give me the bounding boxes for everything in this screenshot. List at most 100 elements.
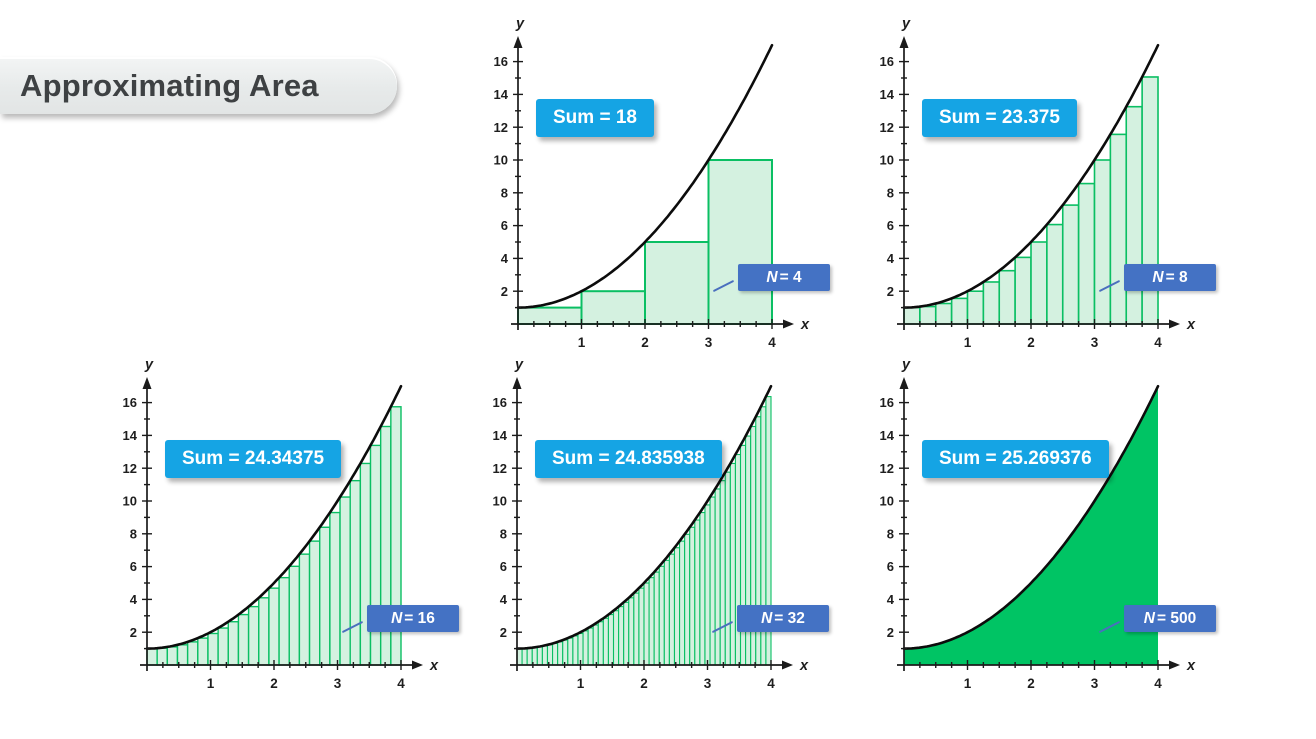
svg-text:12: 12	[493, 461, 507, 476]
svg-text:1: 1	[578, 335, 586, 350]
riemann-panel-n16: 2 4 6 8 10 12 14 16 1 2 3 4 y x Sum = 24.34375 N = 16	[97, 347, 477, 719]
svg-text:16: 16	[880, 395, 894, 410]
n-symbol: N	[1143, 610, 1155, 627]
n-symbol: N	[761, 610, 773, 627]
svg-text:1: 1	[577, 676, 585, 691]
svg-text:10: 10	[880, 153, 894, 168]
sum-badge: Sum = 25.269376	[922, 440, 1109, 478]
svg-text:y: y	[514, 357, 524, 373]
svg-text:x: x	[800, 317, 810, 333]
sum-badge: Sum = 18	[536, 99, 654, 137]
svg-text:6: 6	[501, 218, 508, 233]
svg-text:3: 3	[705, 335, 713, 350]
svg-text:14: 14	[493, 428, 508, 443]
n-value: = 500	[1156, 610, 1197, 627]
svg-text:16: 16	[494, 54, 508, 69]
svg-text:4: 4	[887, 251, 895, 266]
svg-text:16: 16	[493, 395, 507, 410]
svg-text:y: y	[515, 16, 525, 32]
svg-text:10: 10	[880, 494, 894, 509]
svg-text:14: 14	[123, 428, 138, 443]
svg-text:12: 12	[123, 461, 137, 476]
svg-text:6: 6	[500, 559, 507, 574]
sum-badge: Sum = 24.835938	[535, 440, 722, 478]
n-badge: N = 32	[737, 605, 829, 632]
svg-text:16: 16	[880, 54, 894, 69]
n-symbol: N	[391, 610, 403, 627]
svg-text:16: 16	[123, 395, 137, 410]
svg-text:8: 8	[887, 526, 894, 541]
n-badge: N = 500	[1124, 605, 1216, 632]
n-value: = 8	[1165, 269, 1188, 286]
svg-text:3: 3	[1091, 676, 1099, 691]
svg-text:10: 10	[123, 494, 137, 509]
svg-text:2: 2	[500, 625, 507, 640]
svg-text:y: y	[901, 357, 911, 373]
svg-text:8: 8	[887, 185, 894, 200]
svg-text:10: 10	[494, 153, 508, 168]
n-badge: N = 16	[367, 605, 459, 632]
svg-text:4: 4	[1154, 676, 1162, 691]
riemann-panel-n4: 2 4 6 8 10 12 14 16 1 2 3 4 y x Sum = 18 N = 4	[468, 6, 848, 378]
riemann-panel-n32: 2 4 6 8 10 12 14 16 1 2 3 4 y x Sum = 24.835938 N = 32	[467, 347, 847, 719]
n-symbol: N	[1152, 269, 1164, 286]
page-title: Approximating Area	[20, 67, 319, 103]
svg-text:4: 4	[501, 251, 509, 266]
svg-text:4: 4	[1154, 335, 1162, 350]
svg-text:12: 12	[880, 120, 894, 135]
svg-text:2: 2	[640, 676, 648, 691]
svg-text:y: y	[144, 357, 154, 373]
n-value: = 16	[404, 610, 435, 627]
svg-text:x: x	[1186, 317, 1196, 333]
svg-text:6: 6	[887, 218, 894, 233]
svg-text:4: 4	[767, 676, 775, 691]
svg-text:2: 2	[887, 284, 894, 299]
svg-text:4: 4	[500, 592, 508, 607]
svg-text:2: 2	[1027, 676, 1035, 691]
svg-text:1: 1	[207, 676, 215, 691]
svg-text:6: 6	[130, 559, 137, 574]
svg-text:x: x	[799, 658, 809, 674]
svg-text:14: 14	[880, 87, 895, 102]
sum-badge: Sum = 23.375	[922, 99, 1077, 137]
svg-text:12: 12	[880, 461, 894, 476]
svg-text:8: 8	[501, 185, 508, 200]
svg-text:1: 1	[964, 335, 972, 350]
svg-text:8: 8	[130, 526, 137, 541]
n-value: = 32	[774, 610, 805, 627]
svg-text:14: 14	[880, 428, 895, 443]
svg-text:3: 3	[1091, 335, 1099, 350]
riemann-panel-n8: 2 4 6 8 10 12 14 16 1 2 3 4 y x Sum = 23.375 N = 8	[854, 6, 1234, 378]
riemann-panel-n500: 2 4 6 8 10 12 14 16 1 2 3 4 y x Sum = 25.269376 N = 50…	[854, 347, 1234, 719]
n-value: = 4	[779, 269, 802, 286]
svg-text:8: 8	[500, 526, 507, 541]
svg-text:12: 12	[494, 120, 508, 135]
svg-text:4: 4	[887, 592, 895, 607]
svg-text:6: 6	[887, 559, 894, 574]
svg-text:y: y	[901, 16, 911, 32]
svg-text:4: 4	[768, 335, 776, 350]
svg-text:2: 2	[641, 335, 649, 350]
svg-text:2: 2	[501, 284, 508, 299]
svg-text:2: 2	[1027, 335, 1035, 350]
svg-text:3: 3	[334, 676, 342, 691]
svg-text:4: 4	[397, 676, 405, 691]
svg-text:3: 3	[704, 676, 712, 691]
svg-text:x: x	[429, 658, 439, 674]
svg-text:4: 4	[130, 592, 138, 607]
svg-text:1: 1	[964, 676, 972, 691]
svg-text:2: 2	[130, 625, 137, 640]
svg-text:x: x	[1186, 658, 1196, 674]
svg-text:10: 10	[493, 494, 507, 509]
n-badge: N = 8	[1124, 264, 1216, 291]
n-symbol: N	[766, 269, 778, 286]
svg-text:2: 2	[887, 625, 894, 640]
sum-badge: Sum = 24.34375	[165, 440, 342, 478]
svg-text:2: 2	[270, 676, 278, 691]
svg-text:14: 14	[494, 87, 509, 102]
